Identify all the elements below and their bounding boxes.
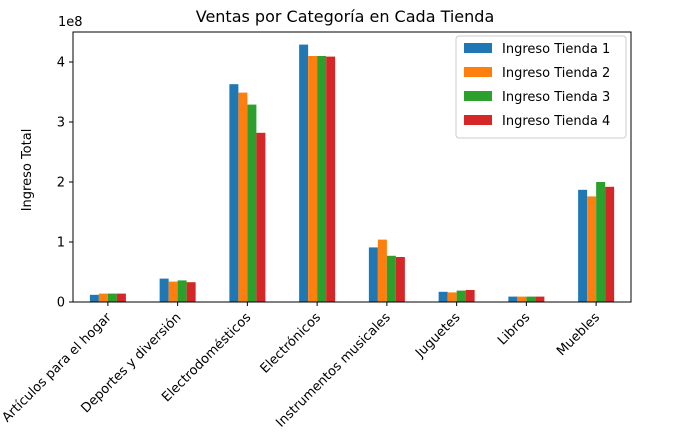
y-axis-label: Ingreso Total — [20, 129, 35, 212]
y-tick-label: 4 — [57, 56, 65, 71]
bar-series-2-cat-7 — [517, 296, 527, 302]
bar-series-1-cat-7 — [508, 296, 518, 302]
bar-series-1-cat-3 — [229, 84, 239, 302]
bar-series-1-cat-5 — [368, 247, 378, 302]
bar-series-4-cat-3 — [256, 132, 266, 302]
bar-series-3-cat-4 — [317, 56, 327, 302]
legend-label: Ingreso Tienda 1 — [502, 42, 610, 57]
bar-series-3-cat-3 — [247, 104, 257, 302]
chart-title: Ventas por Categoría en Cada Tienda — [196, 7, 495, 26]
legend-swatch — [464, 91, 492, 101]
bar-series-2-cat-2 — [168, 281, 178, 302]
bar-series-1-cat-8 — [578, 189, 588, 302]
x-tick-label: Muebles — [554, 310, 603, 359]
legend-label: Ingreso Tienda 4 — [502, 114, 610, 129]
bar-series-2-cat-4 — [308, 56, 318, 302]
bar-series-3-cat-2 — [177, 280, 187, 302]
bar-series-3-cat-5 — [386, 255, 396, 302]
bar-series-4-cat-4 — [326, 56, 336, 302]
bar-series-3-cat-1 — [107, 293, 117, 302]
legend-swatch — [464, 43, 492, 53]
bar-series-4-cat-8 — [605, 186, 615, 302]
bar-series-1-cat-4 — [299, 44, 309, 302]
bars-group — [89, 44, 615, 302]
x-tick-label: Instrumentos musicales — [273, 310, 393, 430]
bar-series-2-cat-8 — [587, 196, 597, 302]
bar-series-2-cat-5 — [377, 239, 387, 302]
bar-series-1-cat-1 — [89, 294, 99, 302]
legend-swatch — [464, 67, 492, 77]
bar-series-2-cat-3 — [238, 92, 248, 302]
plot-frame — [72, 31, 632, 303]
legend: Ingreso Tienda 1 Ingreso Tienda 2 Ingreso … — [455, 35, 627, 139]
legend-swatch — [464, 115, 492, 125]
y-axis-offset-text: 1e8 — [58, 15, 83, 30]
legend-box — [455, 35, 627, 139]
y-tick-label: 3 — [57, 116, 65, 131]
bar-series-4-cat-5 — [395, 257, 405, 302]
bar-series-3-cat-7 — [526, 296, 536, 302]
y-tick-label: 0 — [57, 296, 65, 311]
y-tick-label: 2 — [57, 176, 65, 191]
bar-series-2-cat-6 — [447, 292, 457, 302]
bar-series-4-cat-7 — [535, 296, 545, 302]
bar-series-3-cat-6 — [456, 290, 466, 302]
x-tick-label: Electrónicos — [258, 310, 324, 376]
x-tick-label: Juguetes — [412, 310, 463, 361]
legend-label: Ingreso Tienda 2 — [502, 66, 610, 81]
x-tick-label: Artículos para el hogar — [0, 310, 115, 426]
bar-series-1-cat-6 — [438, 291, 448, 302]
legend-label: Ingreso Tienda 3 — [502, 90, 610, 105]
y-tick-label: 1 — [57, 236, 65, 251]
bar-series-1-cat-2 — [159, 278, 169, 302]
bar-series-4-cat-2 — [186, 282, 196, 302]
y-axis: 0 1 2 3 4 — [57, 56, 73, 311]
bar-series-2-cat-1 — [98, 293, 108, 302]
bar-series-4-cat-6 — [465, 290, 475, 302]
bar-series-3-cat-8 — [596, 182, 606, 302]
bar-series-4-cat-1 — [116, 293, 126, 302]
x-tick-label: Libros — [495, 310, 533, 348]
